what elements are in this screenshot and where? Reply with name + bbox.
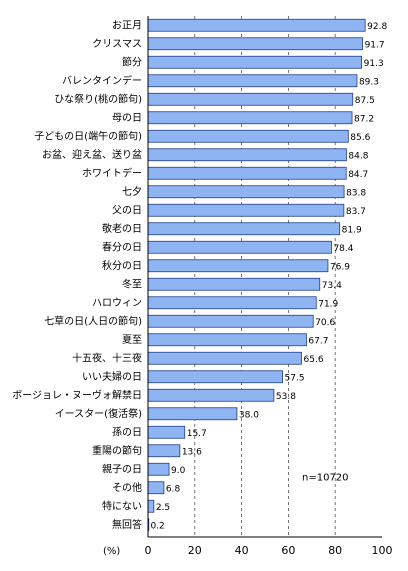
bar (147, 203, 345, 217)
bar (147, 333, 307, 347)
value-labels: 92.8 91.7 91.3 89.3 87.5 87.2 85.6 84.8 84.7 83.8… (150, 22, 387, 532)
value-label: 91.7 (365, 40, 385, 50)
category-label: 秋分の日 (102, 259, 142, 272)
category-label: クリスマス (92, 38, 142, 50)
x-tick-label: 60 (281, 544, 295, 557)
category-label: その他 (112, 481, 142, 494)
bar (147, 351, 302, 365)
x-tick-label: 0 (145, 544, 152, 557)
bar (147, 314, 314, 328)
category-label: 母の日 (112, 112, 142, 124)
bar (147, 499, 155, 513)
value-label: 38.0 (239, 410, 259, 420)
bar (147, 462, 170, 476)
sample-size-note: n=10720 (302, 473, 349, 484)
bar (147, 370, 283, 384)
category-label: 七夕 (122, 186, 142, 198)
value-label: 83.8 (346, 188, 366, 198)
category-label: 重陽の節句 (92, 444, 142, 457)
category-label: ハロウィン (92, 297, 142, 309)
x-axis-ticks: 0 20 40 60 80 100 (145, 544, 393, 557)
category-label: 子どもの日(端午の節句) (34, 129, 142, 142)
value-label: 87.2 (354, 114, 374, 124)
category-label: 春分の日 (102, 241, 142, 253)
bar (147, 222, 341, 236)
bar (147, 55, 363, 69)
value-label: 87.5 (355, 96, 375, 106)
value-label: 9.0 (171, 466, 186, 476)
category-label: ひな祭り(桃の節句) (54, 92, 142, 105)
value-label: 57.5 (285, 373, 305, 383)
category-label: 冬至 (122, 277, 142, 290)
value-label: 91.3 (364, 59, 384, 69)
value-label: 0.2 (150, 521, 164, 531)
value-label: 15.7 (187, 429, 207, 439)
category-label: 七草の日(人日の節句) (44, 314, 142, 327)
category-label: お正月 (112, 19, 142, 31)
bar (147, 37, 363, 51)
bar (147, 259, 329, 273)
bar (147, 388, 275, 402)
bar (147, 185, 345, 199)
bar (147, 148, 347, 162)
value-label: 65.6 (304, 355, 324, 365)
category-label: 父の日 (112, 204, 142, 216)
bar (147, 444, 181, 458)
value-label: 81.9 (342, 225, 362, 235)
x-tick-label: 80 (328, 544, 342, 557)
value-label: 76.9 (330, 262, 350, 272)
value-label: 67.7 (308, 336, 328, 346)
x-tick-label: 40 (235, 544, 249, 557)
category-label: 無回答 (112, 518, 142, 531)
category-label: イースター(復活祭) (55, 407, 142, 420)
value-label: 53.8 (276, 392, 296, 402)
bar (147, 129, 349, 143)
value-label: 85.6 (350, 133, 370, 143)
bar (147, 166, 347, 180)
value-label: 78.4 (333, 244, 353, 254)
bars (147, 18, 366, 532)
value-label: 71.9 (318, 299, 338, 309)
bar (147, 407, 238, 421)
bar (147, 296, 317, 310)
bar (147, 92, 354, 106)
bar (147, 240, 332, 254)
category-label: 孫の日 (112, 426, 142, 438)
category-label: 特にない (102, 500, 142, 512)
value-label: 84.8 (348, 151, 368, 161)
bar (147, 481, 165, 495)
value-label: 92.8 (367, 22, 387, 32)
value-label: 13.6 (182, 447, 202, 457)
category-label: いい夫婦の日 (82, 371, 142, 383)
bar (147, 111, 353, 125)
category-label: 敬老の日 (102, 222, 142, 235)
bar (147, 425, 186, 439)
value-label: 73.4 (322, 281, 342, 291)
bar (147, 74, 358, 88)
x-tick-label: 100 (372, 544, 393, 557)
category-label: 十五夜、十三夜 (72, 351, 142, 364)
value-label: 83.7 (346, 207, 366, 217)
category-label: バレンタインデー (62, 74, 142, 87)
value-label: 6.8 (166, 484, 181, 494)
unit-label: (%) (103, 546, 120, 557)
value-label: 89.3 (359, 77, 379, 87)
category-label: お盆、迎え盆、送り盆 (42, 148, 142, 161)
value-label: 70.6 (315, 318, 335, 328)
category-label: 節分 (122, 55, 142, 68)
x-tick-label: 20 (188, 544, 202, 557)
category-label: ボージョレ・ヌーヴォ解禁日 (12, 388, 142, 401)
value-label: 84.7 (348, 170, 368, 180)
category-label: 親子の日 (102, 462, 142, 475)
bar (147, 18, 366, 32)
category-label: 夏至 (122, 334, 142, 346)
value-label: 2.5 (156, 503, 170, 513)
bar (147, 277, 321, 291)
category-label: ホワイトデー (82, 166, 142, 179)
